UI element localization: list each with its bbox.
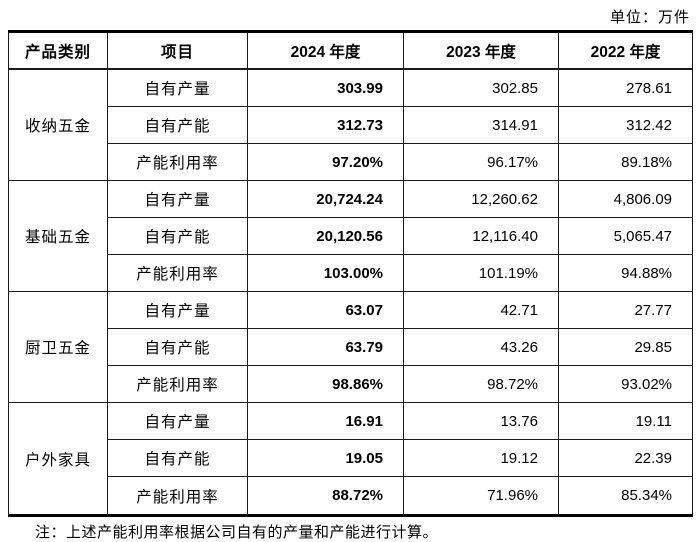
value-2024: 20,724.24 (247, 180, 404, 219)
value-2022: 94.88% (558, 254, 693, 293)
table-row: 收纳五金 自有产量 303.99 302.85 278.61 (8, 68, 693, 182)
value-2024: 63.79 (247, 328, 404, 367)
item-cell: 自有产量 (107, 68, 248, 108)
item-cell: 产能利用率 (107, 476, 248, 516)
value-2022: 312.42 (558, 106, 693, 145)
value-2022: 89.18% (558, 143, 693, 182)
value-2023: 12,260.62 (403, 180, 559, 219)
value-2022: 27.77 (558, 291, 693, 330)
category-cell: 厨卫五金 (8, 291, 108, 404)
item-cell: 自有产能 (107, 328, 248, 367)
table-row: 基础五金 自有产量 20,724.24 12,260.62 4,806.09 (8, 180, 693, 293)
value-2022: 29.85 (558, 328, 693, 367)
table-header-row: 产品类别 项目 2024 年度 2023 年度 2022 年度 (8, 31, 693, 70)
value-2023: 43.26 (403, 328, 559, 367)
category-cell: 收纳五金 (8, 68, 108, 182)
value-2023: 314.91 (403, 106, 559, 145)
value-2022: 93.02% (558, 365, 693, 404)
item-cell: 自有产量 (107, 180, 248, 219)
value-2023: 19.12 (403, 439, 559, 478)
value-2023: 42.71 (403, 291, 559, 330)
value-2022: 85.34% (558, 476, 693, 516)
value-2024: 19.05 (247, 439, 404, 478)
value-2024: 97.20% (247, 143, 404, 182)
table-row: 自有产能 20,120.56 12,116.40 5,065.47 (9, 217, 693, 256)
item-cell: 自有产能 (107, 217, 248, 256)
table-row: 厨卫五金 自有产量 63.07 42.71 27.77 (8, 291, 693, 404)
value-2023: 101.19% (403, 254, 559, 293)
value-2023: 98.72% (403, 365, 559, 404)
table-row: 自有产能 63.79 43.26 29.85 (9, 328, 693, 367)
capacity-utilization-table: 产品类别 项目 2024 年度 2023 年度 2022 年度 收纳五金 自有产… (8, 30, 693, 517)
unit-label: 单位：万件 (609, 10, 690, 26)
value-2023: 71.96% (403, 476, 559, 516)
header-year-2024: 2024 年度 (247, 31, 404, 70)
value-2024: 20,120.56 (247, 217, 404, 256)
table-row: 产能利用率 88.72% 71.96% 85.34% (9, 476, 693, 516)
value-2022: 19.11 (558, 402, 693, 441)
category-cell: 基础五金 (8, 180, 108, 293)
item-cell: 自有产能 (107, 106, 248, 145)
footnote: 注：上述产能利用率根据公司自有的产量和产能进行计算。 (35, 525, 439, 541)
value-2023: 96.17% (403, 143, 559, 182)
value-2024: 312.73 (247, 106, 404, 145)
value-2024: 303.99 (247, 68, 404, 108)
value-2024: 88.72% (247, 476, 404, 516)
value-2023: 302.85 (403, 68, 559, 108)
table-row: 自有产能 312.73 314.91 312.42 (9, 106, 693, 145)
header-year-2022: 2022 年度 (558, 31, 693, 70)
value-2022: 5,065.47 (558, 217, 693, 256)
table-row: 产能利用率 97.20% 96.17% 89.18% (9, 143, 693, 182)
header-year-2023: 2023 年度 (403, 31, 559, 70)
table-row: 自有产能 19.05 19.12 22.39 (9, 439, 693, 478)
value-2022: 22.39 (558, 439, 693, 478)
header-product-category: 产品类别 (8, 31, 108, 70)
value-2023: 12,116.40 (403, 217, 559, 256)
item-cell: 产能利用率 (107, 365, 248, 404)
category-cell: 户外家具 (8, 402, 108, 516)
header-item: 项目 (107, 31, 248, 70)
item-cell: 产能利用率 (107, 143, 248, 182)
value-2024: 63.07 (247, 291, 404, 330)
item-cell: 自有产量 (107, 291, 248, 330)
table-row: 产能利用率 98.86% 98.72% 93.02% (9, 365, 693, 404)
value-2022: 278.61 (558, 68, 693, 108)
item-cell: 自有产能 (107, 439, 248, 478)
item-cell: 产能利用率 (107, 254, 248, 293)
value-2023: 13.76 (403, 402, 559, 441)
table-row: 户外家具 自有产量 16.91 13.76 19.11 (8, 402, 693, 516)
value-2024: 98.86% (247, 365, 404, 404)
value-2024: 103.00% (247, 254, 404, 293)
item-cell: 自有产量 (107, 402, 248, 441)
value-2024: 16.91 (247, 402, 404, 441)
value-2022: 4,806.09 (558, 180, 693, 219)
table-row: 产能利用率 103.00% 101.19% 94.88% (9, 254, 693, 293)
